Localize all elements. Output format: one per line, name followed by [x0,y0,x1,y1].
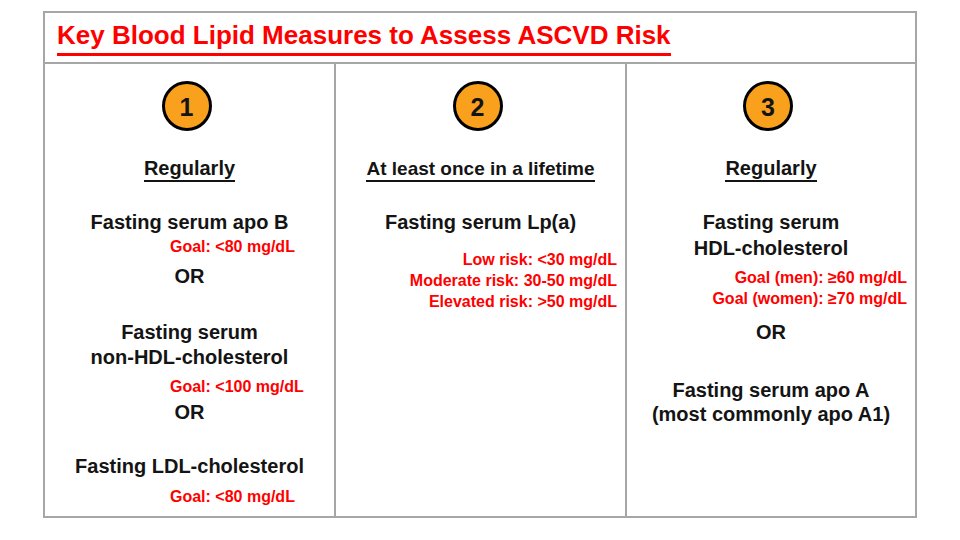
column-2: 2 At least once in a lifetime Fasting se… [336,64,625,516]
measure-name: Fasting serum [45,320,334,345]
measure-name: Fasting serum Lp(a) [336,210,625,235]
page-title: Key Blood Lipid Measures to Assess ASCVD… [57,20,671,56]
table-frame: Key Blood Lipid Measures to Assess ASCVD… [43,11,917,518]
risk-level-text: Moderate risk: 30-50 mg/dL [336,271,625,291]
risk-level-text: Low risk: <30 mg/dL [336,250,625,270]
table-body: 1 Regularly Fasting serum apo B Goal: <8… [45,64,915,516]
measure-name: Fasting serum apo A [627,378,915,403]
goal-text: Goal: <80 mg/dL [45,487,334,507]
step-1-number: 1 [180,93,194,121]
or-separator: OR [45,264,334,289]
frequency-heading: Regularly [627,156,915,181]
measure-name: Fasting serum apo B [45,210,334,235]
measure-name: (most commonly apo A1) [627,402,915,427]
slide: Key Blood Lipid Measures to Assess ASCVD… [0,0,960,540]
measure-name: Fasting serum [627,210,915,235]
step-3-badge: 3 [743,81,793,131]
frequency-heading: Regularly [45,156,334,181]
measure-name: non-HDL-cholesterol [45,345,334,370]
or-separator: OR [45,400,334,425]
or-separator: OR [627,320,915,345]
step-2-number: 2 [471,93,485,121]
step-2-badge: 2 [453,81,503,131]
goal-text: Goal (men): ≥60 mg/dL [627,268,915,288]
goal-text: Goal: <80 mg/dL [45,237,334,257]
title-row: Key Blood Lipid Measures to Assess ASCVD… [45,13,915,64]
frequency-heading: At least once in a lifetime [336,156,625,181]
step-1-badge: 1 [162,81,212,131]
goal-text: Goal: <100 mg/dL [45,377,334,397]
measure-name: Fasting LDL-cholesterol [45,454,334,479]
measure-name: HDL-cholesterol [627,236,915,261]
step-3-number: 3 [761,93,775,121]
risk-level-text: Elevated risk: >50 mg/dL [336,292,625,312]
column-1: 1 Regularly Fasting serum apo B Goal: <8… [45,64,334,516]
goal-text: Goal (women): ≥70 mg/dL [627,289,915,309]
column-3: 3 Regularly Fasting serum HDL-cholestero… [627,64,915,516]
